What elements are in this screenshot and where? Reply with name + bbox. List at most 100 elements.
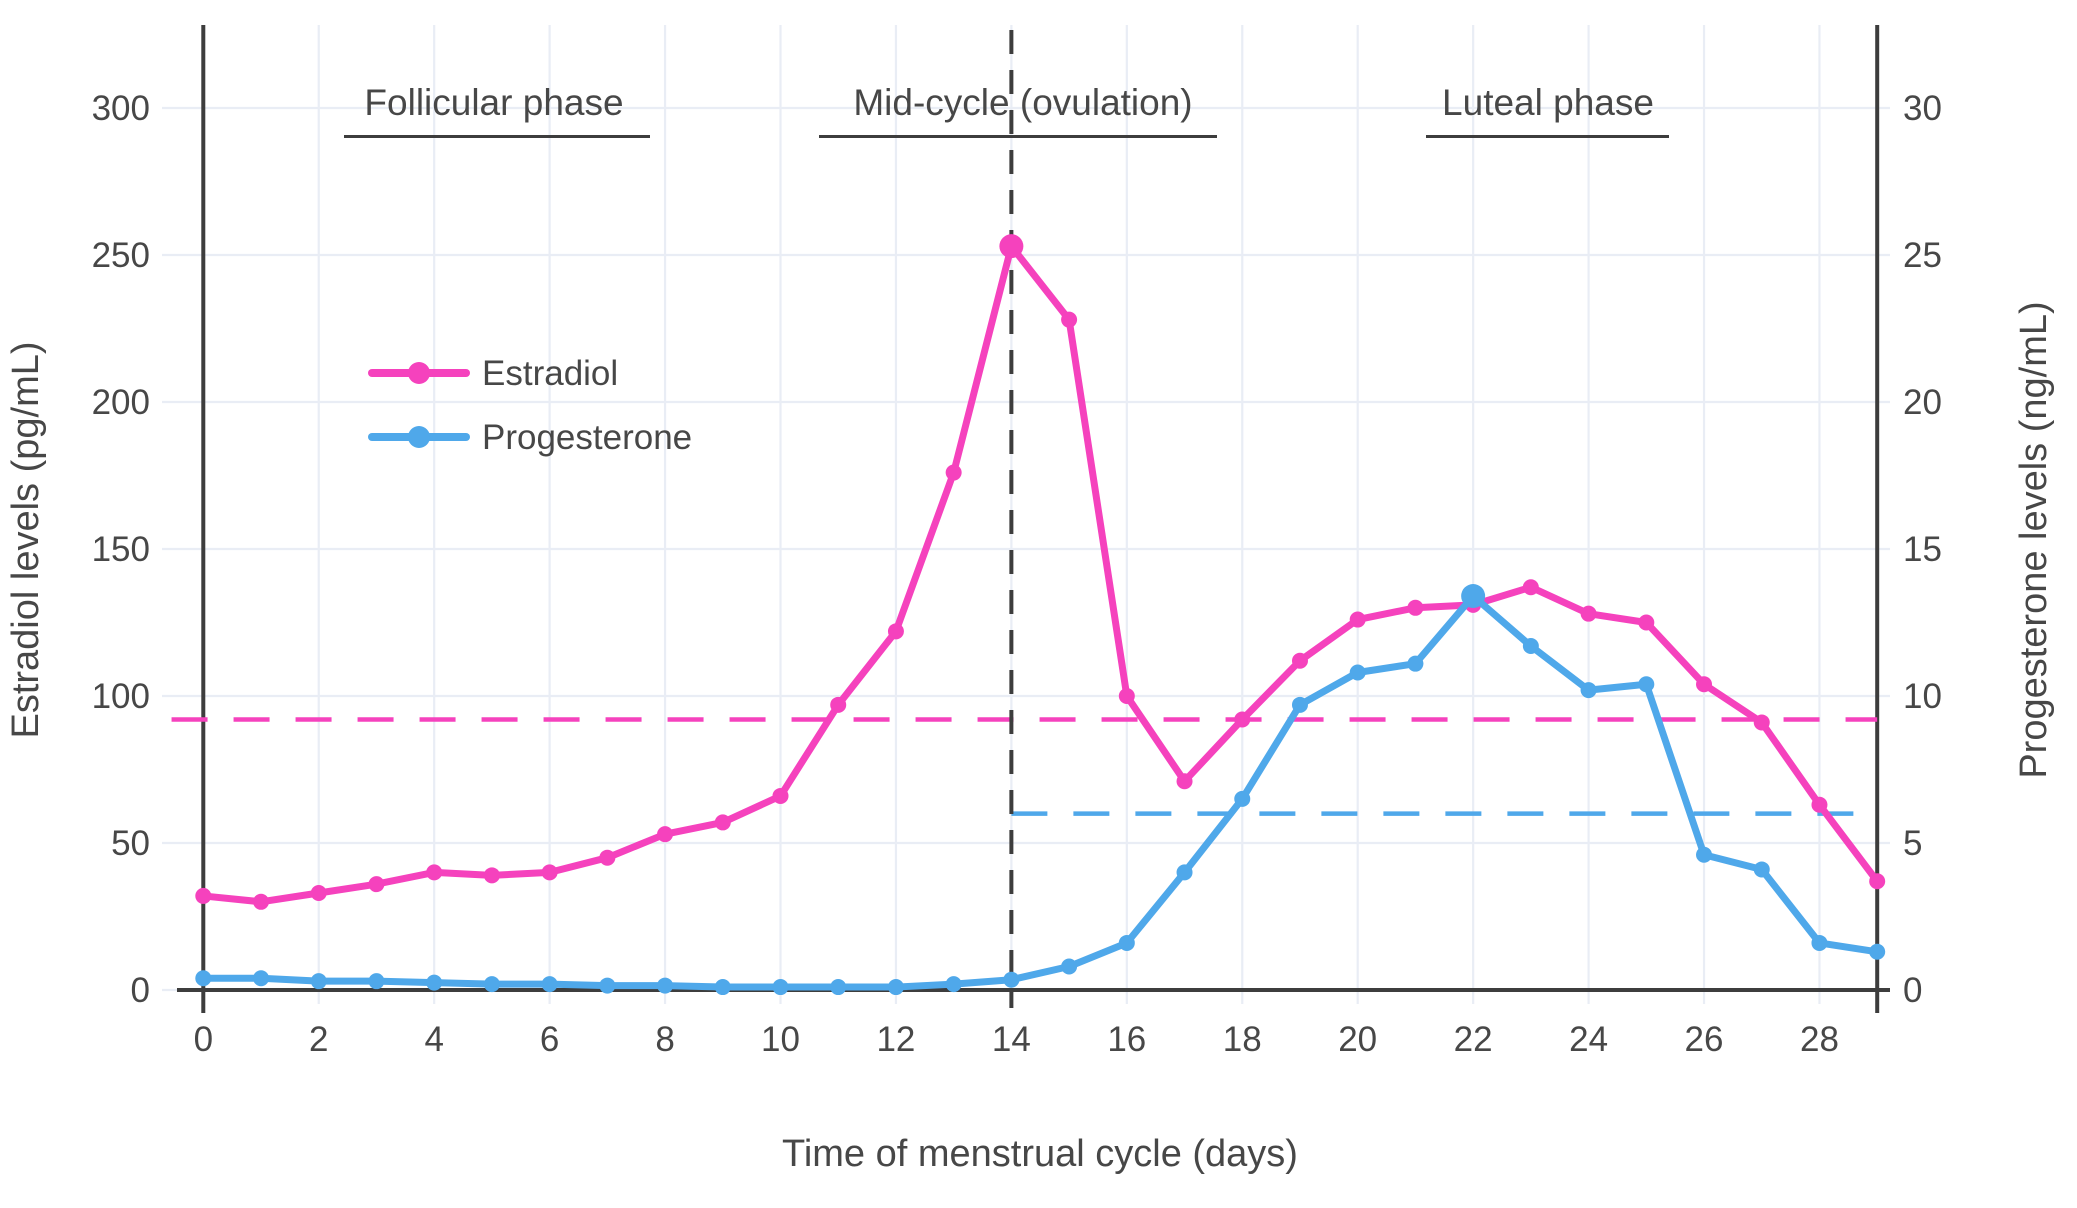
estradiol-point-day-5 [483,867,500,884]
progesterone-point-day-19 [1291,696,1308,713]
x-tick-label: 12 [876,1020,915,1059]
progesterone-point-day-6 [541,976,558,993]
x-tick-label: 8 [655,1020,674,1059]
estradiol-marker-icon [408,362,430,384]
tick-labels: 0 2 4 6 8 10 12 14 16 18 20 22 24 26 28050100150200250… [92,89,1942,1059]
progesterone-point-day-23 [1522,638,1539,655]
progesterone-point-day-17 [1176,864,1193,881]
estradiol-point-day-21 [1407,599,1424,616]
estradiol-point-day-19 [1291,652,1308,669]
y-tick-label-left: 150 [92,530,150,569]
progesterone-point-day-1 [253,970,270,987]
progesterone-marker-icon [408,426,430,448]
estradiol-point-day-28 [1811,796,1828,813]
progesterone-point-day-28 [1811,934,1828,951]
estradiol-point-day-6 [541,864,558,881]
progesterone-point-day-27 [1753,861,1770,878]
data-series [195,234,1886,996]
progesterone-point-day-13 [945,976,962,993]
estradiol-line [199,242,1881,906]
progesterone-point-day-4 [426,974,443,991]
estradiol-point-day-25 [1638,614,1655,631]
annotation-follicular-phase: Follicular phase [364,82,623,123]
y-tick-label-left: 0 [131,971,150,1010]
x-axis-title: Time of menstrual cycle (days) [782,1133,1298,1175]
y-tick-label-left: 200 [92,383,150,422]
progesterone-point-day-22 [1461,584,1486,609]
y-tick-label-right: 30 [1903,89,1942,128]
y-tick-label-right: 5 [1903,824,1922,863]
progesterone-point-day-18 [1234,790,1251,807]
x-tick-label: 18 [1223,1020,1262,1059]
x-tick-label: 4 [424,1020,443,1059]
estradiol-point-day-7 [599,849,616,866]
estradiol-point-day-12 [887,623,904,640]
estradiol-point-day-26 [1696,676,1713,693]
estradiol-point-day-13 [945,464,962,481]
estradiol-point-day-29 [1869,873,1886,890]
progesterone-point-day-20 [1349,664,1366,681]
progesterone-point-day-16 [1118,934,1135,951]
y-tick-label-right: 0 [1903,971,1922,1010]
estradiol-point-day-11 [830,696,847,713]
progesterone-point-day-10 [772,979,789,996]
estradiol-point-day-20 [1349,611,1366,628]
progesterone-point-day-25 [1638,676,1655,693]
y-tick-label-right: 20 [1903,383,1942,422]
estradiol-point-day-8 [657,826,674,843]
estradiol-point-day-17 [1176,773,1193,790]
x-tick-label: 24 [1569,1020,1608,1059]
annotation-mid-cycle: Mid-cycle (ovulation) [853,82,1192,123]
progesterone-point-day-12 [887,979,904,996]
y-tick-label-left: 300 [92,89,150,128]
y-tick-label-left: 50 [111,824,150,863]
legend-item-estradiol[interactable]: Estradiol [368,354,618,393]
y-tick-label-right: 25 [1903,236,1942,275]
phase-annotations: Follicular phase Mid-cycle (ovulation) L… [344,82,1669,138]
progesterone-point-day-21 [1407,655,1424,672]
progesterone-point-day-29 [1869,943,1886,960]
progesterone-point-day-11 [830,979,847,996]
progesterone-point-day-7 [599,977,616,994]
x-tick-label: 22 [1454,1020,1493,1059]
x-tick-label: 0 [194,1020,213,1059]
y-tick-label-left: 100 [92,677,150,716]
progesterone-point-day-26 [1696,846,1713,863]
progesterone-point-day-0 [195,970,212,987]
estradiol-point-day-1 [253,893,270,910]
y-tick-label-right: 15 [1903,530,1942,569]
legend-label-estradiol: Estradiol [482,354,618,393]
x-tick-label: 28 [1800,1020,1839,1059]
progesterone-point-day-8 [657,977,674,994]
x-tick-label: 20 [1338,1020,1377,1059]
progesterone-point-day-5 [483,976,500,993]
estradiol-point-day-0 [195,887,212,904]
legend-item-progesterone[interactable]: Progesterone [368,418,692,457]
y-axis-title-left: Estradiol levels (pg/mL) [5,341,47,738]
x-tick-label: 26 [1685,1020,1724,1059]
progesterone-point-day-15 [1061,958,1078,975]
estradiol-point-day-14 [999,234,1024,259]
progesterone-point-day-3 [368,973,385,990]
estradiol-point-day-10 [772,787,789,804]
y-tick-label-right: 10 [1903,677,1942,716]
y-tick-label-left: 250 [92,236,150,275]
estradiol-point-day-9 [714,814,731,831]
estradiol-point-day-23 [1522,579,1539,596]
estradiol-point-day-15 [1061,311,1078,328]
y-axis-title-right: Progesterone levels (ng/mL) [2013,301,2055,778]
progesterone-point-day-2 [310,973,327,990]
legend: Estradiol Progesterone [368,354,692,457]
estradiol-point-day-16 [1118,688,1135,704]
estradiol-point-day-4 [426,864,443,881]
x-tick-label: 6 [540,1020,559,1059]
estradiol-point-day-3 [368,876,385,893]
x-tick-label: 2 [309,1020,328,1059]
reference-lines [171,30,1878,1008]
estradiol-point-day-27 [1753,714,1770,731]
progesterone-point-day-14 [1003,971,1020,988]
progesterone-point-day-24 [1580,682,1597,699]
